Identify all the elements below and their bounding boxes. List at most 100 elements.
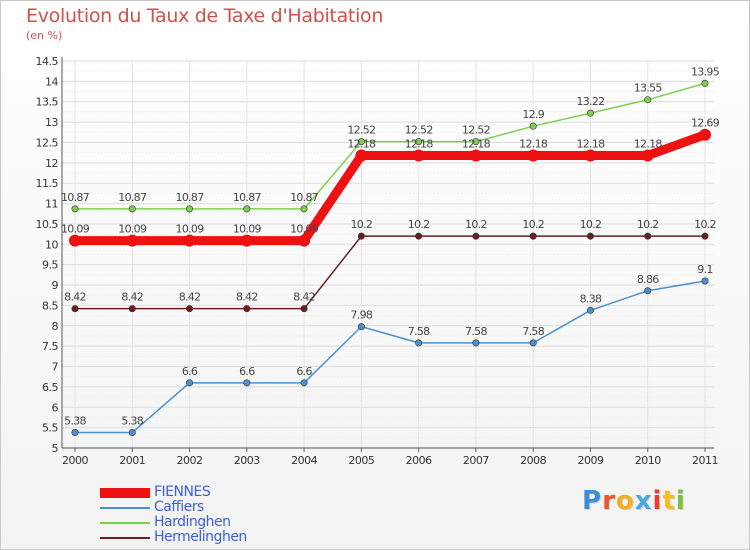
- axes: 55.566.577.588.599.51010.51111.51212.513…: [36, 55, 719, 467]
- data-point-hermelinghen: [300, 305, 308, 313]
- y-tick-label: 14.5: [36, 55, 59, 68]
- series-line-hardinghen: [75, 82, 706, 210]
- data-point-hermelinghen: [128, 305, 136, 313]
- data-point-caffiers: [586, 306, 594, 314]
- data-label-hardinghen: 12.9: [522, 108, 544, 121]
- series-line-hermelinghen: [75, 235, 705, 310]
- data-label-hermelinghen: 10.2: [637, 218, 659, 231]
- data-point-caffiers: [415, 339, 423, 347]
- data-point-hermelinghen: [701, 232, 709, 240]
- data-label-hardinghen: 10.87: [176, 191, 205, 204]
- data-point-fiennes: [699, 128, 711, 141]
- data-point-hermelinghen: [415, 232, 423, 240]
- logo-letter: i: [675, 486, 686, 516]
- y-tick-label: 7: [52, 361, 59, 374]
- data-point-hardinghen: [472, 138, 480, 146]
- data-point-fiennes: [298, 234, 311, 247]
- data-point-caffiers: [128, 429, 136, 437]
- data-label-hermelinghen: 8.42: [64, 291, 86, 304]
- y-tick-label: 12: [45, 157, 58, 170]
- data-point-hermelinghen: [186, 305, 194, 313]
- y-tick-label: 13: [45, 116, 58, 129]
- y-axis-unit-label: (en %): [26, 29, 63, 42]
- data-label-fiennes: 10.09: [61, 223, 90, 236]
- y-tick-label: 6.5: [42, 381, 58, 394]
- data-point-fiennes: [355, 149, 368, 162]
- y-tick-label: 8: [52, 320, 59, 333]
- x-tick-label: 2001: [119, 454, 145, 467]
- y-tick-label: 11.5: [36, 177, 59, 190]
- data-point-hermelinghen: [472, 232, 480, 240]
- data-label-caffiers: 5.38: [64, 415, 86, 428]
- data-label-fiennes: 10.09: [176, 223, 205, 236]
- data-point-hardinghen: [300, 205, 308, 213]
- x-tick-label: 2011: [692, 454, 718, 467]
- data-label-hermelinghen: 10.2: [408, 218, 430, 231]
- x-tick-label: 2009: [577, 454, 603, 467]
- data-point-hardinghen: [243, 205, 251, 213]
- x-tick-label: 2006: [406, 454, 432, 467]
- data-point-fiennes: [240, 234, 253, 247]
- series-lines: [69, 79, 711, 437]
- data-point-hermelinghen: [529, 232, 537, 240]
- data-label-fiennes: 12.18: [462, 138, 491, 151]
- x-tick-label: 2010: [635, 454, 661, 467]
- x-tick-label: 2007: [463, 454, 489, 467]
- data-label-hardinghen: 12.52: [405, 124, 433, 137]
- data-label-hermelinghen: 10.2: [580, 218, 602, 231]
- data-point-hardinghen: [415, 138, 423, 146]
- data-label-hermelinghen: 8.42: [293, 291, 315, 304]
- data-point-fiennes: [584, 149, 597, 162]
- data-point-hardinghen: [186, 205, 194, 213]
- legend-swatch: [100, 488, 150, 498]
- data-label-hardinghen: 13.95: [691, 65, 720, 78]
- data-point-caffiers: [71, 429, 79, 437]
- y-tick-label: 12.5: [36, 136, 59, 149]
- data-point-fiennes: [69, 234, 81, 247]
- y-tick-label: 11: [45, 198, 58, 211]
- data-label-fiennes: 12.18: [576, 138, 605, 151]
- y-tick-label: 5.5: [42, 422, 58, 435]
- proxiti-logo: Proxiti: [582, 486, 686, 516]
- data-label-fiennes: 12.69: [691, 117, 720, 130]
- data-label-caffiers: 6.6: [182, 365, 198, 378]
- data-label-hardinghen: 10.87: [233, 191, 262, 204]
- data-point-fiennes: [527, 149, 540, 162]
- logo-letter: r: [602, 486, 616, 516]
- data-label-fiennes: 12.18: [405, 138, 434, 151]
- legend-swatch: [100, 537, 150, 539]
- data-label-hermelinghen: 10.2: [694, 218, 716, 231]
- y-tick-label: 13.5: [36, 96, 59, 109]
- logo-letter: o: [615, 486, 635, 516]
- series-line-fiennes: [75, 130, 707, 246]
- data-point-fiennes: [183, 234, 196, 247]
- data-label-caffiers: 8.38: [580, 292, 602, 305]
- data-point-caffiers: [529, 339, 537, 347]
- x-tick-label: 2005: [348, 454, 374, 467]
- data-labels: 8.42 8.42 8.42 8.42 8.42 10.2 10.2 10.2 10.2 10.2…: [61, 65, 720, 427]
- data-label-hardinghen: 10.87: [118, 191, 147, 204]
- y-tick-label: 9.5: [42, 259, 58, 272]
- data-label-caffiers: 5.38: [121, 415, 143, 428]
- data-label-hermelinghen: 10.2: [351, 218, 373, 231]
- data-label-caffiers: 7.58: [465, 325, 487, 338]
- data-label-fiennes: 12.18: [347, 138, 376, 151]
- data-point-fiennes: [469, 149, 482, 162]
- data-point-hermelinghen: [586, 232, 594, 240]
- data-label-hermelinghen: 10.2: [465, 218, 487, 231]
- y-tick-label: 6: [52, 401, 59, 414]
- data-point-hardinghen: [644, 96, 652, 104]
- data-point-fiennes: [641, 149, 654, 162]
- logo-letter: t: [662, 486, 676, 516]
- data-point-caffiers: [644, 287, 652, 295]
- y-tick-label: 10.5: [36, 218, 59, 231]
- data-point-hardinghen: [586, 109, 594, 117]
- data-label-hardinghen: 10.87: [290, 191, 319, 204]
- data-point-fiennes: [126, 234, 139, 247]
- data-point-hermelinghen: [644, 232, 652, 240]
- x-tick-label: 2008: [520, 454, 546, 467]
- data-point-caffiers: [186, 379, 194, 387]
- legend-label: FIENNES: [154, 484, 211, 500]
- data-label-hardinghen: 13.22: [576, 95, 604, 108]
- legend-label: Hermelinghen: [154, 529, 247, 545]
